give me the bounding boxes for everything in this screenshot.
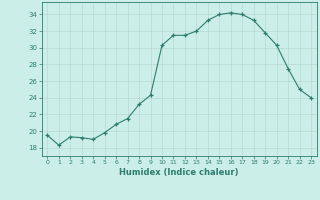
X-axis label: Humidex (Indice chaleur): Humidex (Indice chaleur) xyxy=(119,168,239,177)
